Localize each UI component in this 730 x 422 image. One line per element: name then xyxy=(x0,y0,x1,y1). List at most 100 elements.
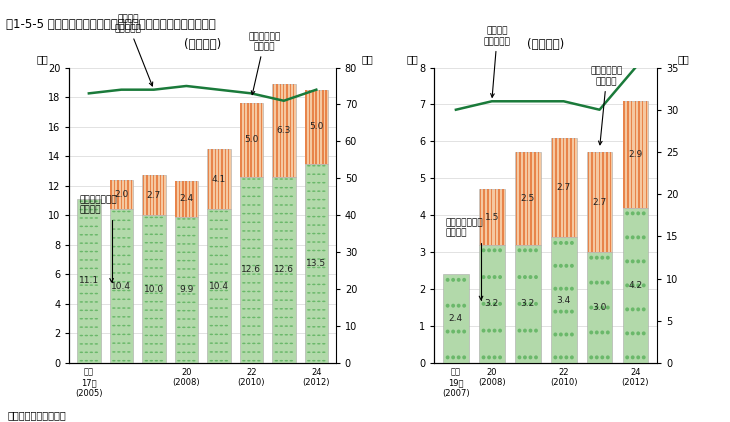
Circle shape xyxy=(220,360,223,362)
Circle shape xyxy=(252,195,256,197)
Circle shape xyxy=(247,343,250,344)
Circle shape xyxy=(642,284,645,287)
Circle shape xyxy=(127,272,131,274)
Circle shape xyxy=(312,233,315,234)
Bar xyxy=(570,138,572,237)
Circle shape xyxy=(225,263,228,265)
Circle shape xyxy=(247,187,250,189)
Circle shape xyxy=(307,216,310,217)
Circle shape xyxy=(247,204,250,206)
Circle shape xyxy=(285,351,288,353)
Circle shape xyxy=(257,213,261,214)
Circle shape xyxy=(145,301,148,303)
Circle shape xyxy=(210,360,213,362)
Circle shape xyxy=(570,355,574,360)
Circle shape xyxy=(312,182,315,184)
Circle shape xyxy=(192,335,196,336)
Circle shape xyxy=(145,335,148,336)
Bar xyxy=(240,103,242,177)
Circle shape xyxy=(192,235,196,236)
Circle shape xyxy=(280,273,283,275)
Circle shape xyxy=(307,335,310,336)
Circle shape xyxy=(150,309,153,311)
Circle shape xyxy=(220,342,223,344)
Circle shape xyxy=(274,187,278,189)
Circle shape xyxy=(80,209,83,211)
Text: 2.7: 2.7 xyxy=(556,183,571,192)
Circle shape xyxy=(290,230,293,232)
Circle shape xyxy=(182,276,185,278)
Circle shape xyxy=(274,343,278,344)
Circle shape xyxy=(631,211,634,215)
Bar xyxy=(182,181,183,216)
Circle shape xyxy=(187,335,191,336)
Circle shape xyxy=(322,241,326,243)
Bar xyxy=(587,152,612,252)
Circle shape xyxy=(529,248,532,252)
Circle shape xyxy=(312,190,315,192)
Circle shape xyxy=(210,219,213,221)
Circle shape xyxy=(252,222,256,223)
Circle shape xyxy=(117,281,120,282)
Circle shape xyxy=(95,335,98,336)
Circle shape xyxy=(252,299,256,301)
Bar xyxy=(499,189,500,245)
Circle shape xyxy=(112,290,115,291)
Circle shape xyxy=(95,268,98,269)
Bar xyxy=(250,103,252,177)
Circle shape xyxy=(155,276,158,277)
Circle shape xyxy=(322,335,326,336)
Circle shape xyxy=(312,317,315,319)
Circle shape xyxy=(150,242,153,243)
Text: (関西空港): (関西空港) xyxy=(527,38,564,51)
Circle shape xyxy=(317,360,320,362)
Circle shape xyxy=(518,248,521,252)
Circle shape xyxy=(247,239,250,241)
Circle shape xyxy=(307,258,310,260)
Circle shape xyxy=(85,251,88,252)
Circle shape xyxy=(80,343,83,345)
Circle shape xyxy=(112,281,115,282)
Circle shape xyxy=(85,242,88,244)
Circle shape xyxy=(177,276,180,278)
Circle shape xyxy=(90,268,93,269)
Circle shape xyxy=(155,242,158,243)
Circle shape xyxy=(220,281,223,282)
Circle shape xyxy=(595,306,599,309)
Circle shape xyxy=(242,178,245,180)
Circle shape xyxy=(247,282,250,284)
Circle shape xyxy=(252,213,256,214)
Circle shape xyxy=(523,329,527,333)
Bar xyxy=(534,152,536,245)
Bar xyxy=(495,189,496,245)
Bar xyxy=(602,152,604,252)
Circle shape xyxy=(257,195,261,197)
Circle shape xyxy=(90,217,93,219)
Circle shape xyxy=(150,216,153,218)
Circle shape xyxy=(570,287,574,291)
Circle shape xyxy=(498,248,502,252)
Circle shape xyxy=(252,334,256,335)
Circle shape xyxy=(242,282,245,284)
Bar xyxy=(563,138,564,237)
Circle shape xyxy=(210,351,213,353)
Circle shape xyxy=(225,325,228,326)
Circle shape xyxy=(145,326,148,328)
Circle shape xyxy=(225,307,228,309)
Circle shape xyxy=(322,326,326,327)
Circle shape xyxy=(589,306,593,309)
Bar xyxy=(515,152,518,245)
Circle shape xyxy=(252,308,256,310)
Circle shape xyxy=(322,300,326,302)
Circle shape xyxy=(90,326,93,328)
Circle shape xyxy=(280,230,283,232)
Circle shape xyxy=(280,187,283,189)
Circle shape xyxy=(210,307,213,309)
Bar xyxy=(304,90,328,164)
Bar xyxy=(131,180,132,209)
Circle shape xyxy=(150,284,153,286)
Circle shape xyxy=(285,256,288,258)
Circle shape xyxy=(280,334,283,335)
Circle shape xyxy=(280,316,283,318)
Circle shape xyxy=(145,318,148,319)
